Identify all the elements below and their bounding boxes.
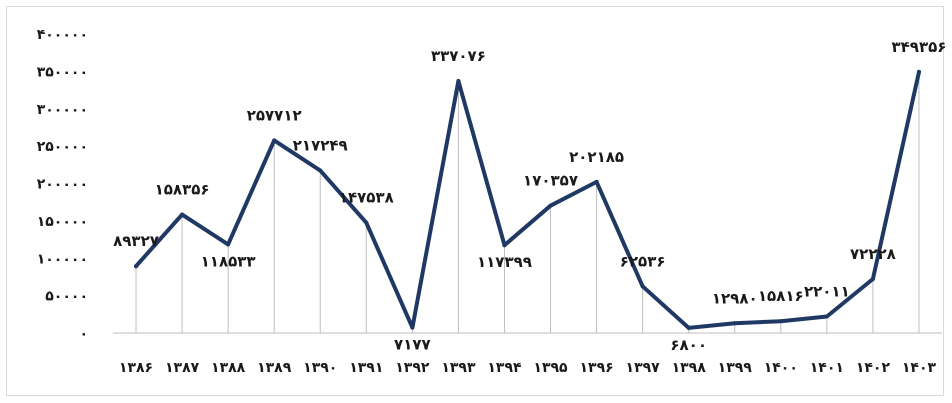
data-point <box>778 319 783 324</box>
data-label: ۲۰۲۱۸۵ <box>569 148 624 166</box>
x-tick-label: ۱۳۹۱ <box>349 360 383 376</box>
y-tick-label: ۱۰۰۰۰۰ <box>37 251 88 267</box>
data-label: ۱۴۷۵۳۸ <box>339 189 394 207</box>
data-label: ۱۱۸۵۳۳ <box>201 252 256 270</box>
data-label: ۶۸۰۰ <box>670 336 707 354</box>
data-label: ۲۵۷۷۱۲ <box>247 106 302 124</box>
data-point <box>732 321 737 326</box>
data-point <box>548 203 553 208</box>
data-point <box>180 212 185 217</box>
data-point <box>226 242 231 247</box>
data-label: ۱۱۷۳۹۹ <box>477 253 532 271</box>
x-tick-label: ۱۳۸۹ <box>257 360 292 376</box>
data-point <box>824 314 829 319</box>
data-point <box>456 79 461 84</box>
chart-frame <box>6 6 944 396</box>
data-label: ۱۲۹۸۰ <box>712 289 758 307</box>
data-label: ۲۱۷۲۴۹ <box>293 137 348 155</box>
data-label: ۲۲۰۱۱ <box>804 283 850 301</box>
data-label: ۸۹۳۲۷ <box>113 232 159 250</box>
x-tick-label: ۱۴۰۱ <box>810 360 844 376</box>
data-point <box>916 69 921 74</box>
data-label: ۳۳۷۰۷۶ <box>431 47 486 65</box>
x-tick-label: ۱۳۸۶ <box>119 360 153 376</box>
data-point <box>686 325 691 330</box>
y-tick-label: ۵۰۰۰۰ <box>45 289 88 305</box>
x-tick-label: ۱۴۰۲ <box>856 360 891 376</box>
data-label: ۷۱۷۷ <box>394 336 431 354</box>
y-tick-label: ۱۵۰۰۰۰ <box>37 214 88 230</box>
y-tick-label: ۳۵۰۰۰۰ <box>37 64 88 80</box>
x-tick-label: ۱۳۹۷ <box>626 360 661 376</box>
data-label: ۱۵۸۱۶ <box>758 287 804 305</box>
x-tick-label: ۱۴۰۳ <box>902 360 937 376</box>
y-tick-label: ۲۵۰۰۰۰ <box>37 139 88 155</box>
x-tick-label: ۱۳۸۷ <box>165 360 200 376</box>
data-point <box>502 243 507 248</box>
data-point <box>134 264 139 269</box>
y-tick-label: ۴۰۰۰۰۰ <box>37 27 88 43</box>
data-point <box>870 277 875 282</box>
data-point <box>318 168 323 173</box>
series-line <box>134 69 921 330</box>
data-point <box>410 325 415 330</box>
data-label: ۱۷۰۳۵۷ <box>523 172 578 190</box>
x-tick-label: ۱۳۹۸ <box>672 360 707 376</box>
x-tick-label: ۱۴۰۰ <box>764 360 798 376</box>
data-point <box>272 138 277 143</box>
y-tick-label: ۰ <box>79 326 88 342</box>
data-point <box>640 284 645 289</box>
data-point <box>594 179 599 184</box>
data-label: ۶۲۵۳۶ <box>620 252 666 270</box>
data-point <box>364 220 369 225</box>
x-tick-label: ۱۳۹۲ <box>395 360 430 376</box>
x-tick-label: ۱۳۹۶ <box>579 360 613 376</box>
x-tick-label: ۱۳۹۰ <box>303 360 337 376</box>
y-tick-label: ۳۰۰۰۰۰ <box>37 102 88 118</box>
x-tick-label: ۱۳۹۹ <box>718 360 753 376</box>
x-tick-label: ۱۳۸۸ <box>211 360 246 376</box>
x-tick-label: ۱۳۹۳ <box>441 360 476 376</box>
data-label: ۷۲۲۲۸ <box>850 245 896 263</box>
data-label: ۳۴۹۳۵۶ <box>892 38 947 56</box>
x-tick-label: ۱۳۹۴ <box>487 360 522 376</box>
x-tick-label: ۱۳۹۵ <box>533 360 568 376</box>
y-tick-label: ۲۰۰۰۰۰ <box>37 177 88 193</box>
data-label: ۱۵۸۳۵۶ <box>155 181 210 199</box>
